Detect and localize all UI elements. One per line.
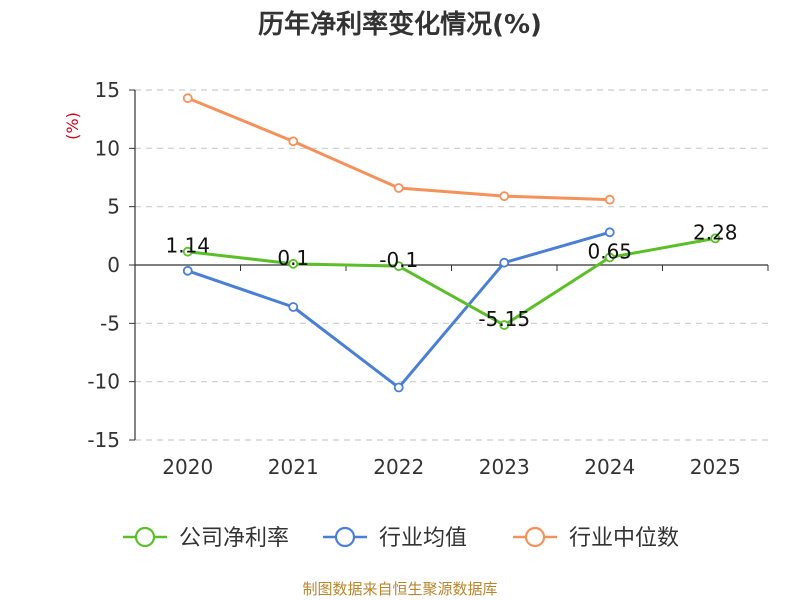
data-point — [499, 320, 510, 330]
data-point — [288, 258, 299, 269]
data-point — [499, 257, 510, 268]
legend-marker — [524, 526, 546, 548]
source-note: 制图数据来自恒生聚源数据库 — [302, 580, 497, 598]
legend-label: 行业均值 — [379, 526, 467, 551]
data-point — [604, 252, 615, 263]
data-point — [288, 302, 299, 312]
legend-marker — [134, 526, 156, 548]
y-tick-label: 5 — [107, 195, 120, 219]
data-point — [604, 194, 615, 205]
legend-marker — [334, 526, 356, 548]
series-line-0 — [187, 236, 716, 327]
data-label: -0.1 — [379, 248, 418, 272]
axes: 15 10 5 0 -5 -10 -15 2020 2021 2022 2023 2024 2025 — [87, 78, 769, 479]
y-tick-label: -15 — [87, 428, 120, 452]
data-point — [393, 183, 404, 193]
data-label: -5.15 — [478, 307, 530, 331]
chart-title: 历年净利率变化情况(%) — [258, 9, 542, 40]
data-point — [182, 93, 193, 104]
y-tick-label: 10 — [95, 136, 120, 160]
y-tick-label: -10 — [87, 370, 120, 394]
legend-item-1: 行业均值 — [323, 526, 467, 551]
x-tick-label-2020: 2020 — [162, 455, 213, 479]
x-tick-label-2025: 2025 — [690, 455, 741, 479]
legend-label: 行业中位数 — [569, 526, 679, 551]
y-axis-label: (%) — [63, 112, 82, 140]
y-tick-label: -5 — [100, 311, 120, 335]
data-point — [182, 246, 193, 257]
legend-item-0: 公司净利率 — [123, 526, 289, 551]
y-tick-label: 15 — [95, 78, 120, 102]
data-point — [393, 261, 404, 272]
data-label: 1.14 — [165, 234, 210, 258]
data-point — [288, 136, 299, 147]
data-label: 0.1 — [277, 246, 309, 270]
legend: 公司净利率 行业均值 行业中位数 — [123, 526, 679, 551]
x-tick-label-2022: 2022 — [373, 455, 424, 479]
series-group — [182, 93, 721, 393]
data-point — [182, 265, 193, 276]
x-tick-label-2021: 2021 — [268, 455, 319, 479]
x-tick-label-2023: 2023 — [479, 455, 530, 479]
legend-label: 公司净利率 — [179, 526, 289, 551]
data-point — [604, 227, 615, 238]
data-point — [710, 233, 721, 244]
data-label: 2.28 — [693, 220, 738, 244]
data-label: 0.65 — [587, 239, 632, 263]
legend-item-2: 行业中位数 — [513, 526, 679, 551]
data-point — [393, 382, 404, 393]
data-point — [499, 191, 510, 202]
y-tick-label: 0 — [107, 253, 120, 277]
x-tick-label-2024: 2024 — [584, 455, 635, 479]
data-labels: 1.14 0.1 -0.1 -5.15 0.65 2.28 — [165, 220, 737, 331]
